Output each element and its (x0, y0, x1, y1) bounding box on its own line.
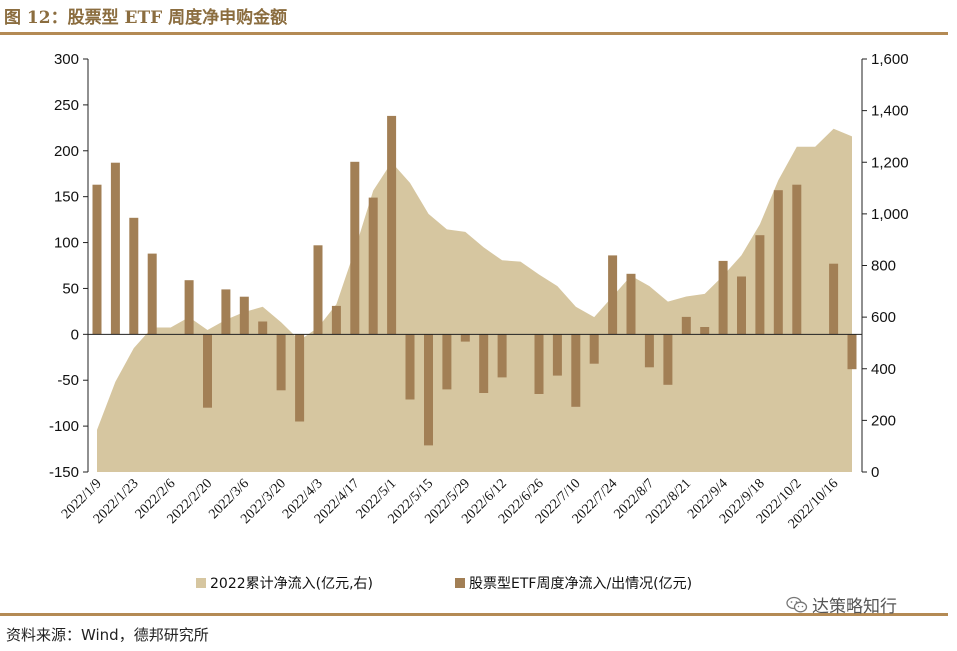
bar-2022/5/8 (405, 334, 415, 400)
source-note: 资料来源：Wind，德邦研究所 (6, 626, 209, 644)
bar-2022/7/31 (626, 273, 636, 335)
bar-2022/3/13 (258, 321, 268, 335)
bar-2022/8/7 (644, 334, 654, 368)
bar-2022/10/23 (847, 334, 857, 370)
bar-2022/9/18 (755, 235, 765, 335)
left-tick-label: 200 (54, 143, 79, 160)
bar-2022/7/17 (589, 334, 599, 364)
footer-rule (0, 613, 948, 616)
legend-swatch-area (196, 578, 206, 588)
bar-2022/7/3 (552, 334, 562, 376)
bar-2022/4/17 (350, 161, 360, 335)
right-tick-label: 1,400 (871, 103, 909, 120)
bar-2022/6/12 (497, 334, 507, 378)
right-tick-label: 400 (871, 361, 896, 378)
bar-2022/3/6 (239, 296, 249, 335)
bar-2022/9/25 (773, 190, 783, 335)
bar-2022/7/24 (608, 255, 618, 335)
left-tick-label: 300 (54, 51, 79, 68)
bar-2022/9/4 (718, 260, 728, 335)
bar-2022/6/5 (479, 334, 489, 393)
left-tick-label: 100 (54, 235, 79, 252)
area-series-cumulative (97, 128, 852, 472)
right-tick-label: 600 (871, 309, 896, 326)
right-tick-label: 800 (871, 258, 896, 275)
left-tick-label: 0 (71, 326, 79, 343)
bar-2022/5/1 (387, 115, 397, 335)
right-tick-label: 1,200 (871, 154, 909, 171)
bar-2022/9/11 (737, 276, 746, 335)
bar-2022/7/10 (571, 334, 581, 407)
legend-swatch-bar (455, 578, 465, 588)
left-tick-label: 250 (54, 97, 79, 114)
bar-2022/1/16 (110, 162, 120, 335)
bar-2022/6/26 (534, 334, 544, 394)
legend-label-bar: 股票型ETF周度净流入/出情况(亿元) (469, 576, 692, 592)
wechat-icon (786, 596, 808, 612)
right-tick-label: 1,600 (871, 51, 909, 68)
legend-label-area: 2022累计净流入(亿元,右) (210, 576, 373, 592)
bar-2022/1/30 (147, 253, 157, 335)
bar-2022/8/21 (681, 316, 691, 335)
bar-2022/8/14 (663, 334, 673, 385)
left-tick-label: -100 (49, 418, 79, 435)
left-tick-label: -150 (49, 464, 79, 481)
bar-2022/2/27 (221, 289, 231, 335)
left-tick-label: 150 (54, 189, 79, 206)
bar-2022/1/9 (92, 184, 102, 335)
bar-2022/5/15 (424, 334, 433, 446)
area-layer (97, 128, 852, 472)
chart: -150 -100 -50 0 50 100 150 200 250 300 0 200 400 600 8… (49, 51, 909, 592)
watermark-text: 达策略知行 (812, 597, 897, 617)
bar-2022/2/20 (203, 334, 212, 408)
bar-2022/8/28 (700, 327, 710, 335)
right-tick-label: 0 (871, 464, 879, 481)
bar-2022/3/20 (276, 334, 286, 391)
right-tick-label: 200 (871, 412, 896, 429)
right-tick-label: 1,000 (871, 206, 909, 223)
bar-layer (92, 115, 857, 446)
bar-2022/10/2 (792, 184, 802, 335)
bar-2022/4/24 (368, 197, 378, 335)
title-rule (0, 32, 948, 35)
left-tick-label: 50 (62, 280, 79, 297)
bar-2022/4/10 (331, 305, 341, 335)
bar-2022/3/27 (295, 334, 305, 422)
bar-2022/10/16 (829, 263, 839, 335)
bar-2022/5/22 (442, 334, 452, 390)
bar-2022/2/13 (184, 280, 194, 335)
chart-title: 图 12：股票型 ETF 周度净申购金额 (4, 8, 288, 28)
bar-2022/4/3 (313, 245, 323, 335)
bar-2022/5/29 (460, 334, 470, 342)
legend: 2022累计净流入(亿元,右) 股票型ETF周度净流入/出情况(亿元) (196, 576, 692, 592)
left-tick-label: -50 (57, 372, 79, 389)
bar-2022/1/23 (129, 217, 139, 335)
watermark: 达策略知行 (786, 592, 897, 617)
